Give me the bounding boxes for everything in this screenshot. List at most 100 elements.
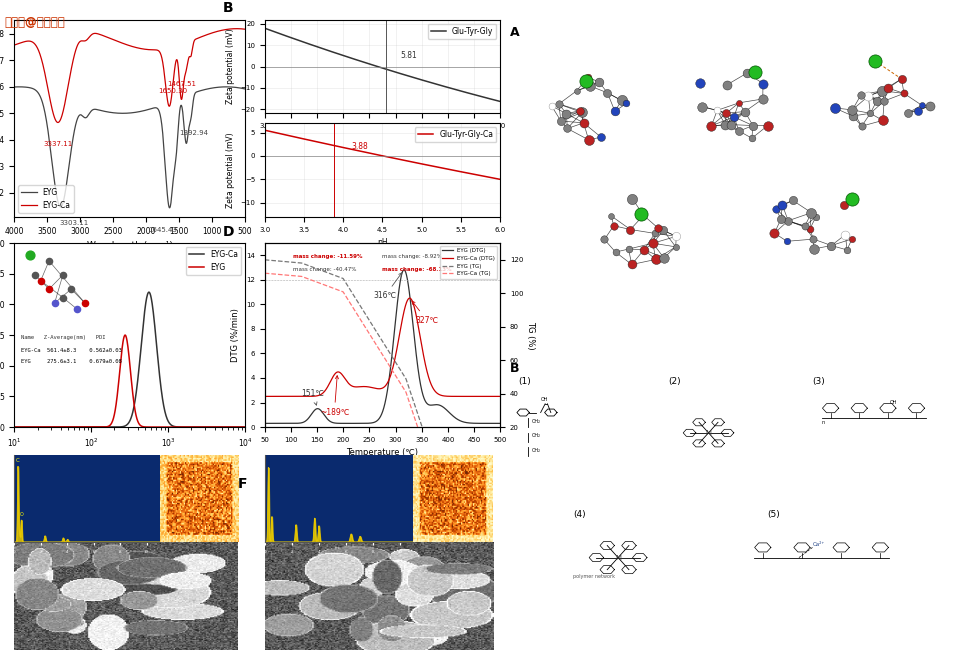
Line: EYG-Ca: EYG-Ca xyxy=(14,292,245,427)
Glu-Tyr-Gly xyxy=(273,30,284,37)
Point xyxy=(921,101,936,111)
Point xyxy=(718,108,733,118)
EYG xyxy=(239,423,251,431)
Text: 327℃: 327℃ xyxy=(411,301,438,325)
EYG-Ca xyxy=(151,46,162,54)
EYG xyxy=(184,423,195,431)
EYG xyxy=(239,85,251,93)
Point xyxy=(632,208,648,219)
Point xyxy=(703,120,719,131)
Line: EYG (DTG): EYG (DTG) xyxy=(264,270,500,423)
EYG-Ca xyxy=(52,118,63,126)
EYG xyxy=(37,103,49,111)
Glu-Tyr-Gly xyxy=(303,40,314,48)
Point xyxy=(797,221,812,231)
EYG (DTG) xyxy=(286,419,298,427)
Text: 316℃: 316℃ xyxy=(373,273,402,300)
EYG (DTG) xyxy=(363,419,375,427)
Text: (1): (1) xyxy=(518,376,530,386)
Point xyxy=(862,108,877,118)
Point xyxy=(551,99,566,109)
Line: Glu-Tyr-Gly: Glu-Tyr-Gly xyxy=(264,28,500,101)
Point xyxy=(875,96,891,106)
Glu-Tyr-Gly xyxy=(474,92,485,100)
Point xyxy=(844,234,859,244)
Text: M: M xyxy=(704,430,711,436)
EYG-Ca xyxy=(184,423,195,431)
EYG xyxy=(220,83,232,91)
Text: 1650.30: 1650.30 xyxy=(159,88,187,94)
EYG-Ca (TG) xyxy=(277,271,288,279)
Text: mass change: -8.92%: mass change: -8.92% xyxy=(382,254,442,259)
Point xyxy=(582,81,598,91)
Point xyxy=(613,95,628,106)
EYG-Ca xyxy=(208,423,219,431)
EYG (DTG) xyxy=(494,419,505,427)
EYG (TG) xyxy=(259,256,270,263)
Line: Glu-Tyr-Gly-Ca: Glu-Tyr-Gly-Ca xyxy=(264,130,500,179)
EYG (DTG) xyxy=(398,266,409,274)
Y-axis label: DTG (%/min): DTG (%/min) xyxy=(232,308,240,362)
EYG-Ca (DTG) xyxy=(494,392,505,400)
Point xyxy=(603,211,618,221)
Point xyxy=(779,215,795,226)
Glu-Tyr-Gly-Ca xyxy=(474,171,485,179)
Text: 3337.11: 3337.11 xyxy=(43,141,73,147)
Point xyxy=(838,244,853,255)
EYG-Ca (DTG) xyxy=(494,392,505,400)
EYG xyxy=(212,83,224,91)
EYG-Ca (DTG) xyxy=(277,392,288,400)
Point xyxy=(593,132,608,143)
EYG (TG) xyxy=(363,317,375,325)
EYG-Ca xyxy=(9,41,20,49)
EYG-Ca (DTG) xyxy=(259,392,270,400)
EYG-Ca xyxy=(149,322,160,330)
Text: 1467.51: 1467.51 xyxy=(166,81,196,87)
Glu-Tyr-Gly-Ca xyxy=(321,140,333,148)
EYG-Ca xyxy=(9,423,20,431)
Text: D: D xyxy=(222,225,234,238)
Point xyxy=(768,204,783,214)
Text: (2): (2) xyxy=(667,376,679,386)
Legend: EYG, EYG-Ca: EYG, EYG-Ca xyxy=(18,185,74,213)
Text: 1392.94: 1392.94 xyxy=(179,131,208,137)
Point xyxy=(655,225,671,236)
Point xyxy=(899,108,915,118)
EYG-Ca (TG) xyxy=(494,509,505,516)
Text: 1645.43: 1645.43 xyxy=(148,227,177,233)
Point xyxy=(543,101,558,111)
Line: EYG-Ca (DTG): EYG-Ca (DTG) xyxy=(264,298,500,396)
Point xyxy=(745,120,760,131)
Point xyxy=(739,68,754,78)
Legend: EYG-Ca, EYG: EYG-Ca, EYG xyxy=(185,247,241,275)
EYG-Ca xyxy=(156,389,167,397)
Point xyxy=(853,121,869,131)
Point xyxy=(778,236,794,246)
EYG-Ca (TG) xyxy=(363,330,375,338)
EYG (TG) xyxy=(286,258,298,266)
Point xyxy=(605,221,621,231)
Point xyxy=(579,72,595,82)
Point xyxy=(774,200,789,210)
EYG-Ca xyxy=(239,25,251,33)
EYG-Ca xyxy=(37,64,49,72)
Point xyxy=(692,78,707,88)
Point xyxy=(635,244,651,255)
Text: Ca²⁺: Ca²⁺ xyxy=(812,542,824,547)
Point xyxy=(807,212,823,222)
Point xyxy=(867,56,882,66)
Text: O: O xyxy=(19,512,23,517)
EYG (DTG) xyxy=(358,419,370,427)
Text: 151℃: 151℃ xyxy=(301,390,324,405)
Point xyxy=(868,95,883,106)
Glu-Tyr-Gly-Ca xyxy=(494,175,505,183)
EYG-Ca xyxy=(199,32,210,39)
Text: (4): (4) xyxy=(573,510,585,519)
Text: mass change: -40.47%: mass change: -40.47% xyxy=(293,267,356,272)
EYG-Ca xyxy=(231,25,242,33)
Point xyxy=(805,234,821,244)
EYG xyxy=(23,423,35,431)
EYG-Ca (TG) xyxy=(358,323,370,330)
Y-axis label: TG (%): TG (%) xyxy=(525,321,534,350)
Point xyxy=(624,193,639,204)
